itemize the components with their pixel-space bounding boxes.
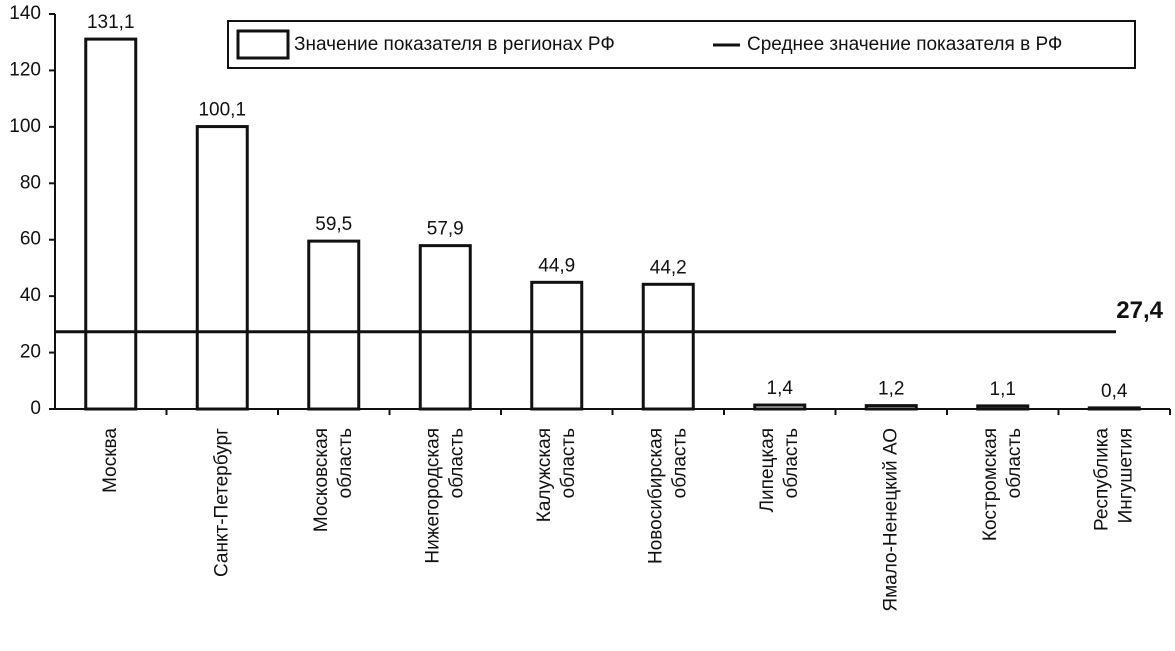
x-tick-label: Калужская область xyxy=(534,428,579,522)
x-tick-label: Костромская область xyxy=(980,428,1025,541)
x-tick-label-line: область xyxy=(335,428,356,498)
legend-box xyxy=(227,20,1136,69)
bar xyxy=(753,403,807,411)
bar xyxy=(307,239,361,411)
reference-label: 27,4 xyxy=(1116,297,1163,324)
y-tick-label: 140 xyxy=(9,3,41,24)
value-label: 57,9 xyxy=(427,219,464,240)
x-tick-label-line: Санкт-Петербург xyxy=(211,428,232,577)
x-tick-label-line: Нижегородская xyxy=(422,428,443,564)
x-tick-label-line: Москва xyxy=(100,428,121,493)
value-label: 100,1 xyxy=(198,100,246,121)
x-tick-label-line: область xyxy=(446,428,467,498)
value-label: 1,2 xyxy=(878,379,904,400)
x-tick-label: Ямало-Ненецкий АО xyxy=(880,428,901,612)
bar xyxy=(641,282,695,411)
value-label: 1,1 xyxy=(990,379,1016,400)
y-tick-label: 60 xyxy=(20,229,41,250)
x-tick-label: Нижегородская область xyxy=(422,428,467,564)
x-tick-label-line: Липецкая xyxy=(757,428,778,512)
x-tick-label: Республика Ингушетия xyxy=(1091,428,1136,531)
legend-swatch xyxy=(236,29,290,60)
bar xyxy=(195,125,249,411)
x-tick-label-line: Костромская xyxy=(980,428,1001,541)
bar xyxy=(530,280,584,411)
value-label: 59,5 xyxy=(315,214,352,235)
x-tick-label: Москва xyxy=(100,428,121,493)
bar xyxy=(418,244,472,411)
y-tick-label: 120 xyxy=(9,59,41,80)
bar xyxy=(1087,406,1141,411)
x-tick-label-line: Республика xyxy=(1091,428,1112,531)
bar xyxy=(976,404,1030,411)
x-tick-label: Липецкая область xyxy=(757,428,802,512)
value-label: 1,4 xyxy=(767,378,794,399)
y-tick-label: 100 xyxy=(9,116,41,137)
value-label: 44,9 xyxy=(538,255,575,276)
y-tick-label: 80 xyxy=(20,172,41,193)
bar xyxy=(864,404,918,411)
value-label: 44,2 xyxy=(650,257,687,278)
legend-label: Значение показателя в регионах РФ xyxy=(294,34,615,55)
bar xyxy=(84,37,138,411)
x-tick-label: Новосибирская область xyxy=(645,428,690,564)
x-tick-label-line: область xyxy=(558,428,579,498)
x-tick-label-line: область xyxy=(669,428,690,498)
y-tick-label: 20 xyxy=(20,342,41,363)
x-tick-label: Санкт-Петербург xyxy=(211,428,232,577)
value-label: 0,4 xyxy=(1101,381,1128,402)
y-tick-label: 40 xyxy=(20,285,41,306)
value-label: 131,1 xyxy=(87,12,135,33)
x-tick-label-line: область xyxy=(781,428,802,498)
x-tick-label-line: область xyxy=(1004,428,1025,498)
x-tick-label-line: Новосибирская xyxy=(645,428,666,564)
x-tick-label: Московская область xyxy=(311,428,356,532)
x-tick-label-line: Московская xyxy=(311,428,332,532)
x-tick-label-line: Ингушетия xyxy=(1115,428,1136,523)
x-tick-label-line: Ямало-Ненецкий АО xyxy=(880,428,901,612)
y-tick-label: 0 xyxy=(30,398,41,419)
x-tick-label-line: Калужская xyxy=(534,428,555,522)
legend-label: Среднее значение показателя в РФ xyxy=(747,34,1062,55)
